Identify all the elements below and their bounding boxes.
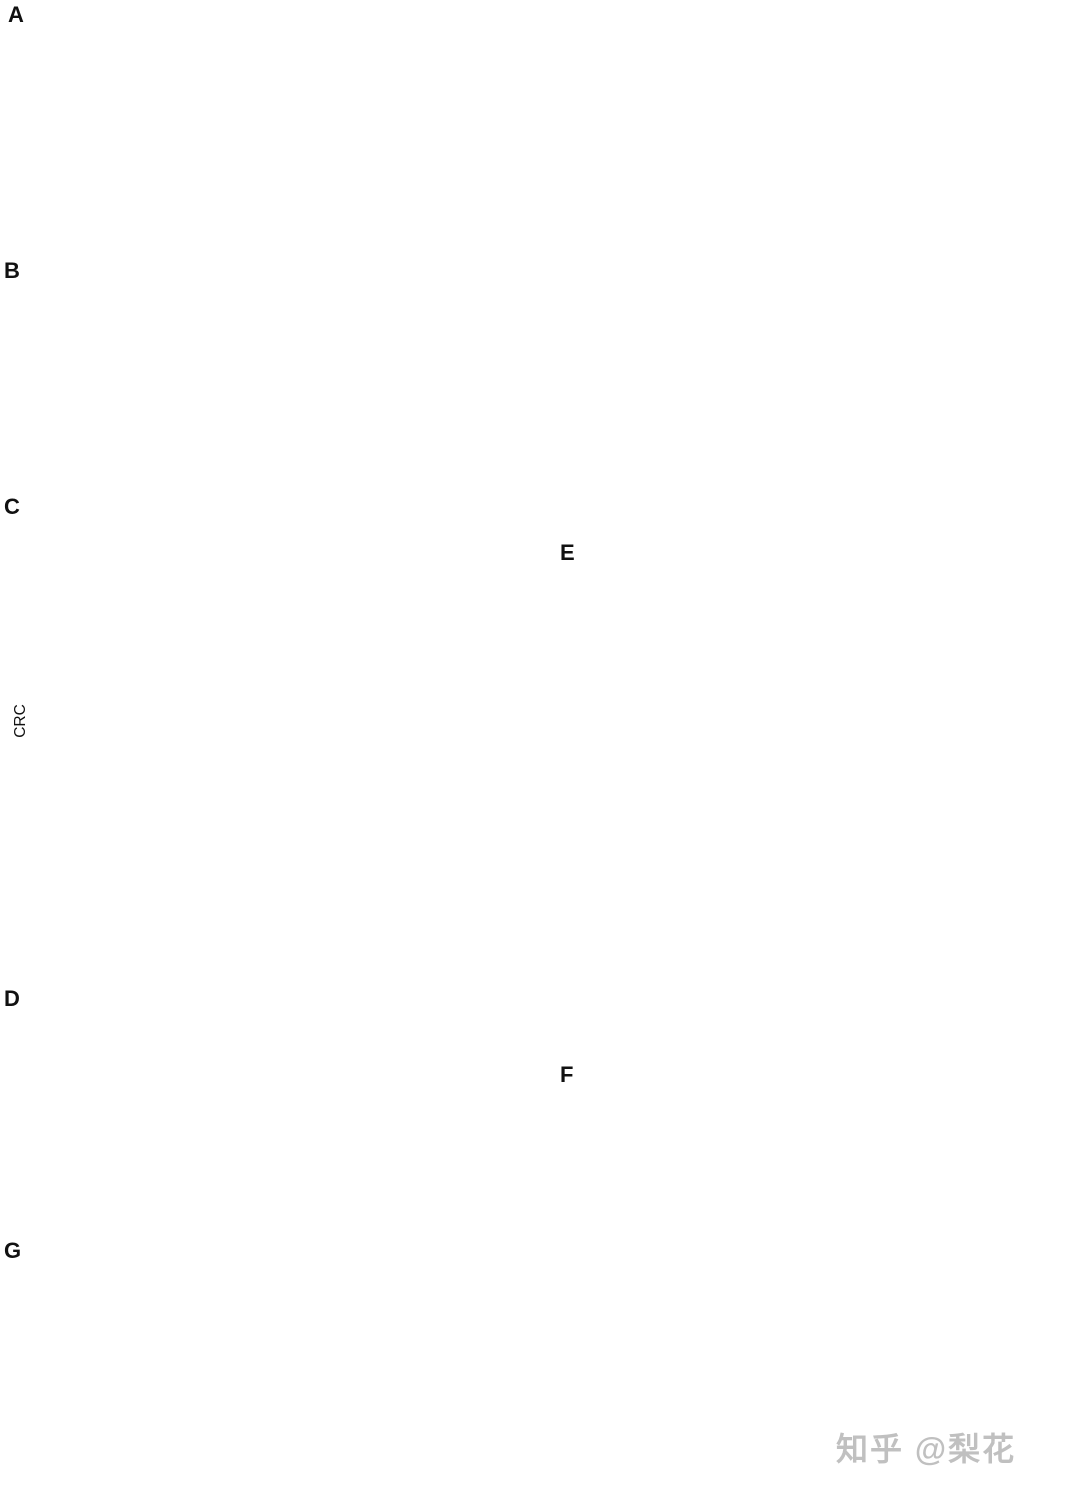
watermark: 知乎 @梨花 — [836, 1431, 1017, 1467]
paired-boxplot-panel — [555, 540, 1080, 1040]
panel-letter-e: E — [560, 540, 575, 565]
panel-letter-d: D — [4, 986, 20, 1011]
dendrogram-panel — [0, 0, 1080, 258]
tissue-side-label: CRC — [11, 704, 29, 738]
panel-letter-g: G — [4, 1238, 22, 1263]
panel-letter-b: B — [4, 258, 20, 283]
panel-letter-c: C — [4, 494, 20, 519]
panel-letter-f: F — [560, 1062, 574, 1087]
checkpoint-heatmap-panel — [0, 1240, 560, 1498]
panel-letter-a: A — [8, 2, 24, 27]
marker-heatmap-panel — [0, 260, 1080, 505]
proportion-boxplot-panel — [0, 988, 560, 1248]
